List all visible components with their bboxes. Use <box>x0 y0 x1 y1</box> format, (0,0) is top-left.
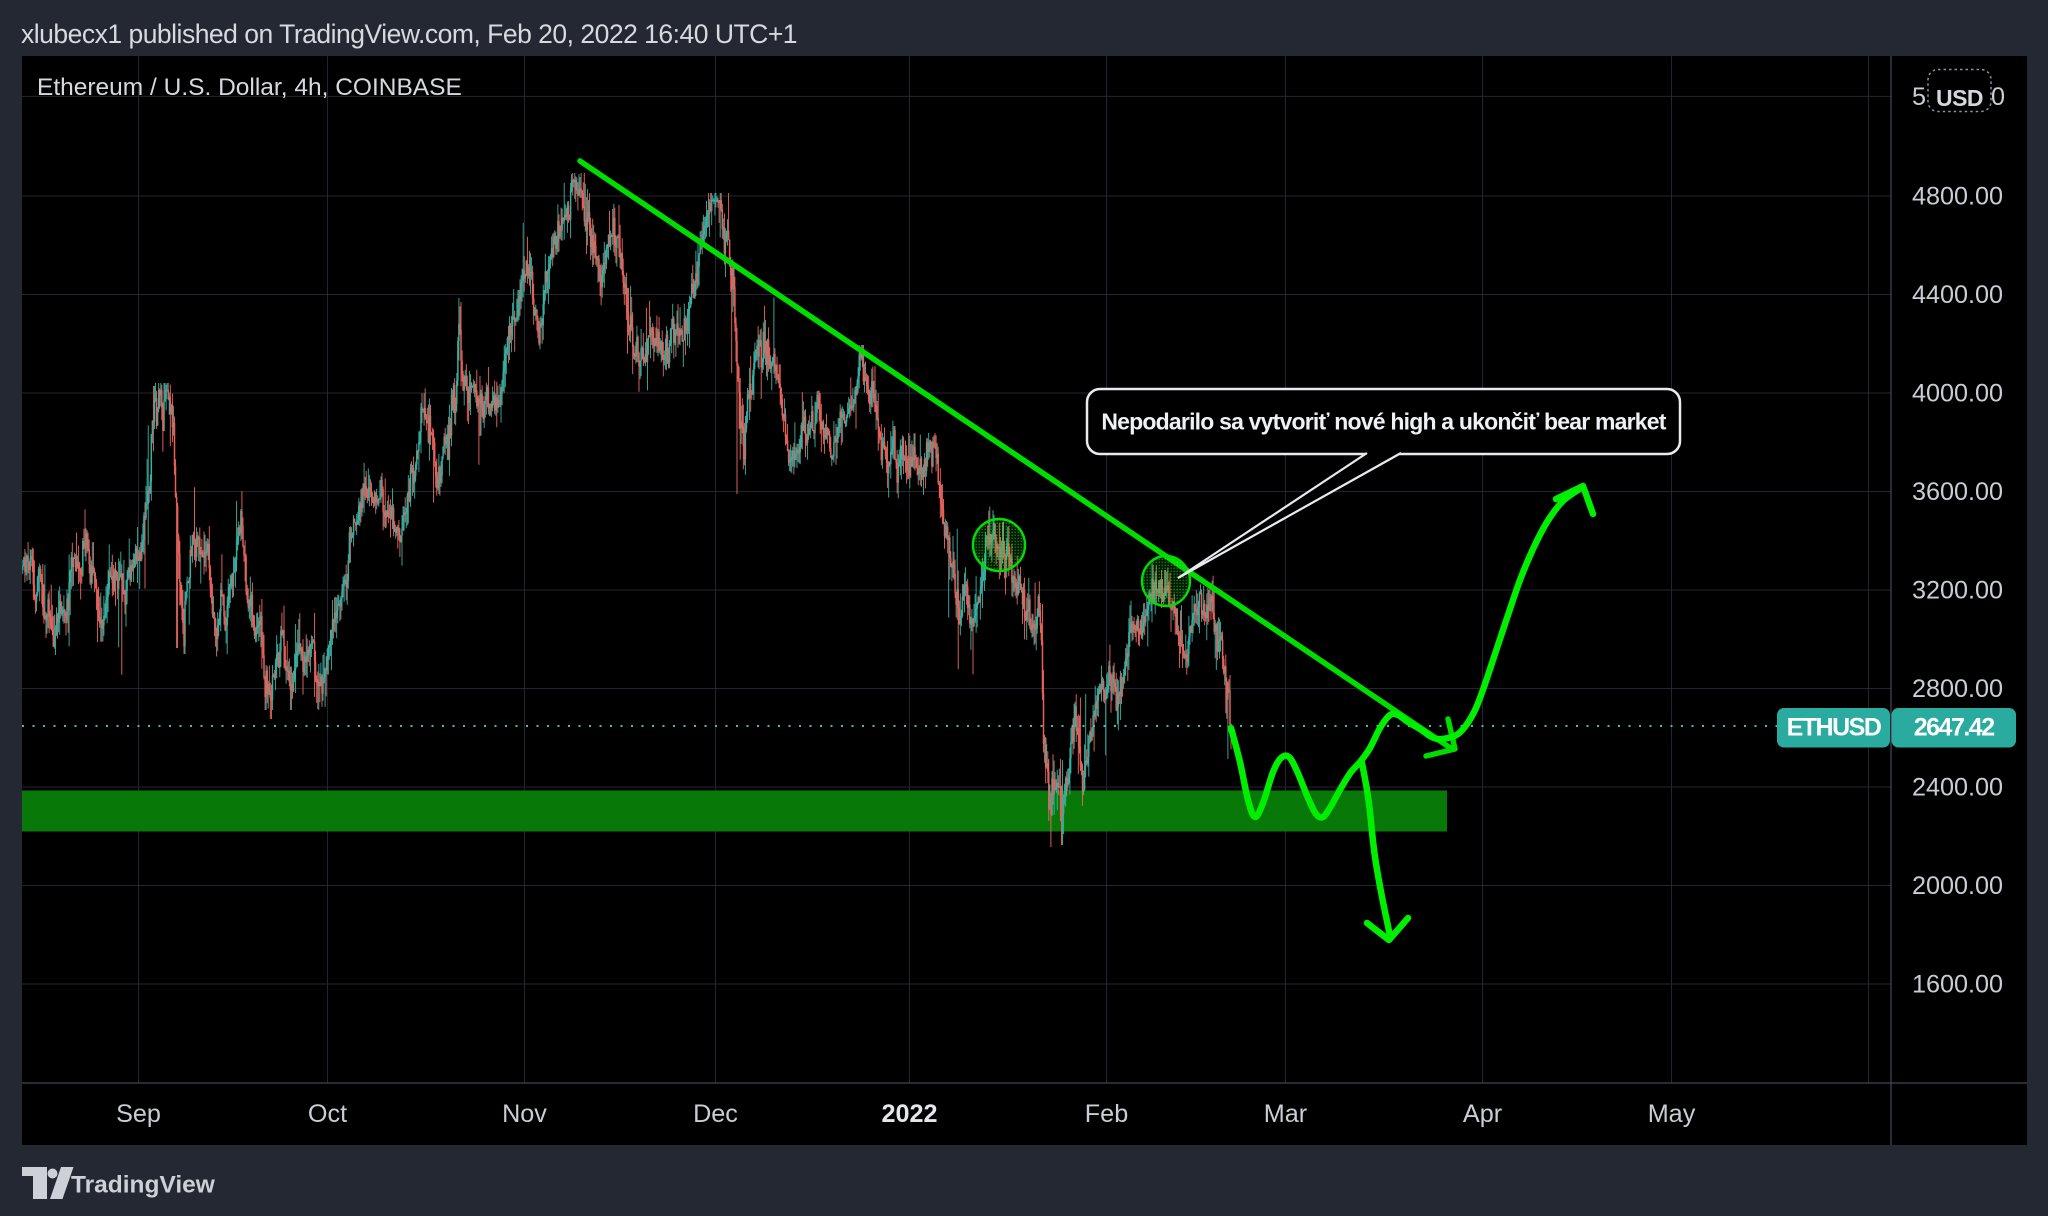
svg-text:ETHUSD: ETHUSD <box>1787 714 1881 742</box>
svg-text:Oct: Oct <box>308 1100 347 1128</box>
svg-text:3200.00: 3200.00 <box>1912 577 2003 605</box>
svg-text:5: 5 <box>1912 83 1926 111</box>
svg-text:1600.00: 1600.00 <box>1912 971 2003 999</box>
svg-text:3600.00: 3600.00 <box>1912 478 2003 506</box>
svg-text:Feb: Feb <box>1085 1100 1128 1128</box>
svg-text:2800.00: 2800.00 <box>1912 675 2003 703</box>
svg-text:2647.42: 2647.42 <box>1914 714 1994 742</box>
svg-text:May: May <box>1648 1100 1696 1128</box>
svg-text:xlubecx1 published on TradingV: xlubecx1 published on TradingView.com, F… <box>21 19 797 49</box>
svg-text:Nepodarilo sa vytvoriť nové hi: Nepodarilo sa vytvoriť nové high a ukonč… <box>1101 409 1666 435</box>
svg-text:Ethereum / U.S. Dollar, 4h, CO: Ethereum / U.S. Dollar, 4h, COINBASE <box>37 74 462 101</box>
svg-text:Mar: Mar <box>1264 1100 1307 1128</box>
svg-text:TradingView: TradingView <box>71 1172 216 1199</box>
svg-text:USD: USD <box>1936 85 1983 111</box>
svg-text:Dec: Dec <box>693 1100 738 1128</box>
svg-text:2000.00: 2000.00 <box>1912 872 2003 900</box>
svg-text:2400.00: 2400.00 <box>1912 774 2003 802</box>
svg-text:4400.00: 4400.00 <box>1912 281 2003 309</box>
svg-text:4000.00: 4000.00 <box>1912 380 2003 408</box>
svg-text:Apr: Apr <box>1463 1100 1502 1128</box>
svg-text:2022: 2022 <box>881 1100 937 1128</box>
svg-text:Nov: Nov <box>502 1100 547 1128</box>
svg-text:0: 0 <box>1991 83 2005 111</box>
svg-text:Sep: Sep <box>116 1100 161 1128</box>
svg-text:4800.00: 4800.00 <box>1912 183 2003 211</box>
